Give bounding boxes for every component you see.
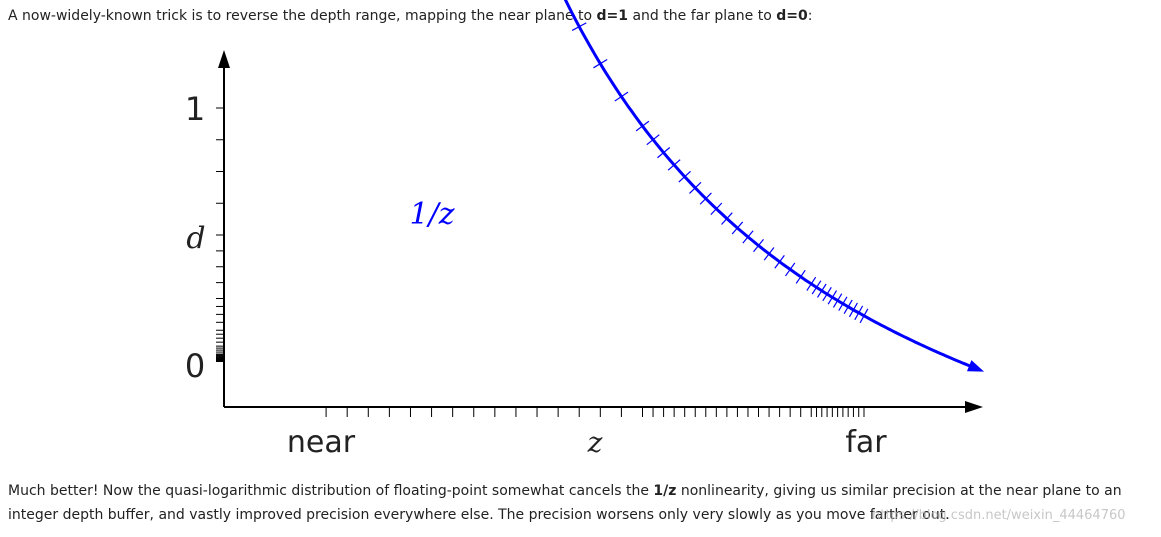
curve-sample-tick [646, 134, 660, 146]
curve-sample-tick [667, 159, 681, 171]
curve-sample-tick [753, 238, 764, 253]
y-axis-label: d [186, 221, 205, 256]
curve-sample-tick [811, 280, 822, 295]
y-axis-ticks [216, 107, 224, 363]
intro-far-value: d=0 [776, 8, 808, 24]
curve-sample-tick [806, 276, 817, 291]
curve-sample-tick [763, 247, 775, 261]
reciprocal-curve [563, 0, 981, 372]
curve-sample-tick [827, 290, 838, 305]
curve-sample-tick [678, 170, 691, 183]
outro-paragraph: Much better! Now the quasi-logarithmic d… [8, 479, 1138, 527]
curve-sample-tick [854, 305, 864, 321]
curve-sample-tick [635, 120, 650, 132]
x-label-far: far [845, 425, 887, 460]
y-tick-label-0: 0 [185, 347, 205, 385]
curve-sample-tick [699, 192, 712, 205]
curve-sample-tick [614, 91, 629, 102]
x-axis-ticks [325, 407, 865, 417]
outro-line1-prefix: Much better! Now the quasi-logarithmic d… [8, 483, 654, 499]
outro-line2: integer depth buffer, and vastly improve… [8, 507, 950, 523]
curve-label: 1/z [410, 197, 455, 232]
curve-sample-tick [721, 212, 733, 225]
curve-sample-tick [795, 269, 806, 284]
curve-sample-tick [774, 255, 785, 269]
curve-sample-tick [710, 202, 723, 216]
intro-text-prefix: A now-widely-known trick is to reverse t… [8, 8, 597, 24]
x-axis-label: z [587, 426, 603, 459]
intro-paragraph: A now-widely-known trick is to reverse t… [8, 4, 1148, 28]
curve-sample-tick [785, 262, 796, 277]
curve-sample-tick [571, 22, 587, 31]
curve-sample-tick [816, 283, 827, 298]
curve-sample-tick [848, 302, 858, 318]
watermark: https://blog.csdn.net/weixin_44464760 [872, 508, 1126, 523]
curve-sample-tick [689, 181, 702, 194]
curve-sample-tick [731, 221, 744, 235]
intro-text-middle: and the far plane to [628, 8, 777, 24]
intro-text-suffix: : [807, 8, 813, 24]
curve-sample-tick [822, 286, 832, 302]
curve-sample-tick [593, 59, 608, 69]
curve-sample-ticks [571, 22, 869, 324]
intro-near-value: d=1 [596, 8, 629, 24]
curve-sample-tick [859, 308, 869, 324]
outro-bold-term: 1/z [653, 483, 677, 499]
curve-sample-tick [657, 147, 671, 159]
y-axis-arrowhead [218, 50, 230, 68]
y-tick-label-1: 1 [185, 90, 205, 128]
x-axis-arrowhead [965, 401, 983, 413]
curve-sample-tick [838, 296, 848, 311]
x-label-near: near [287, 425, 356, 460]
outro-line1-suffix: nonlinearity, giving us similar precisio… [676, 483, 1122, 499]
curve-arrowhead-end [966, 360, 985, 372]
curve-sample-tick [843, 299, 853, 315]
curve-sample-tick [742, 230, 754, 244]
curve-sample-tick [832, 293, 843, 308]
